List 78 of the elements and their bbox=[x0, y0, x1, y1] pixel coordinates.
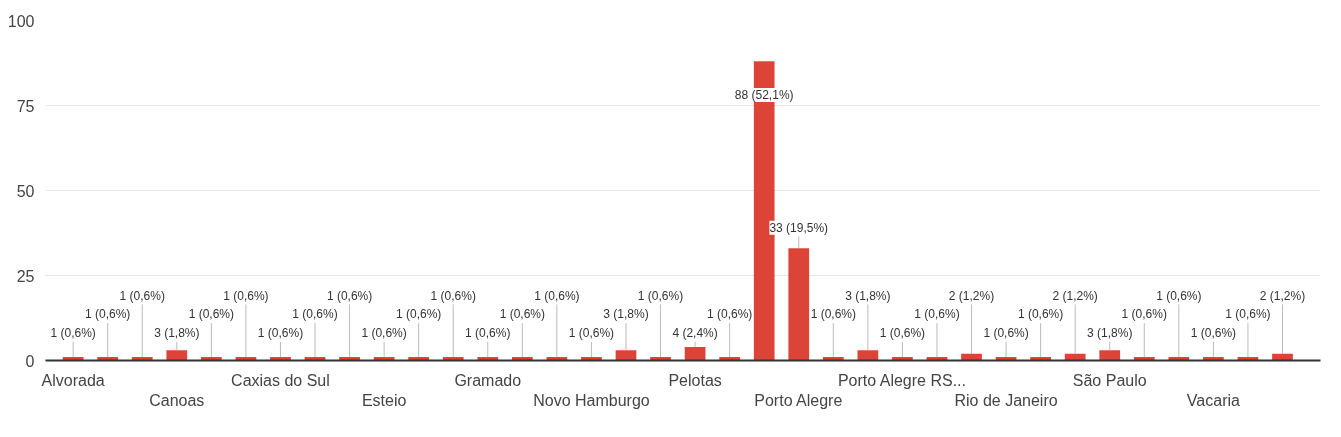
bar bbox=[511, 357, 533, 361]
data-label: 1 (0,6%) bbox=[361, 326, 407, 341]
bar bbox=[339, 357, 360, 361]
bar bbox=[684, 346, 706, 361]
data-label: 1 (0,6%) bbox=[257, 326, 304, 341]
x-tick-label: Alvorada bbox=[41, 371, 105, 389]
x-tick-label: Porto Alegre RS... bbox=[837, 371, 966, 389]
data-label: 1 (0,6%) bbox=[1121, 307, 1167, 322]
bar bbox=[1133, 357, 1155, 361]
y-tick-label: 50 bbox=[16, 182, 35, 200]
data-label: 3 (1,8%) bbox=[845, 288, 891, 303]
data-label: 1 (0,6%) bbox=[465, 326, 511, 341]
x-tick-label: Caxias do Sul bbox=[231, 371, 330, 389]
bar bbox=[1168, 357, 1190, 361]
data-label: 1 (0,6%) bbox=[810, 307, 856, 322]
bar bbox=[166, 350, 188, 361]
data-label: 1 (0,6%) bbox=[430, 288, 476, 303]
bar bbox=[857, 350, 879, 361]
data-label: 1 (0,6%) bbox=[983, 326, 1029, 341]
y-tick-label: 25 bbox=[16, 267, 35, 285]
data-label: 2 (1,2%) bbox=[1052, 288, 1098, 303]
data-label: 1 (0,6%) bbox=[1017, 307, 1064, 322]
bar bbox=[581, 357, 602, 361]
data-label: 1 (0,6%) bbox=[637, 288, 684, 303]
data-label: 1 (0,6%) bbox=[534, 288, 580, 303]
bar bbox=[97, 357, 119, 361]
bar bbox=[1203, 357, 1224, 361]
data-label: 1 (0,6%) bbox=[326, 288, 373, 303]
data-label: 1 (0,6%) bbox=[1190, 326, 1237, 341]
data-label: 1 (0,6%) bbox=[395, 307, 442, 322]
bar bbox=[892, 357, 913, 361]
data-label: 88 (52,1%) bbox=[734, 88, 794, 103]
data-label: 1 (0,6%) bbox=[879, 326, 926, 341]
data-label: 1 (0,6%) bbox=[50, 326, 96, 341]
x-tick-label: Novo Hamburgo bbox=[533, 391, 650, 409]
x-tick-label: Gramado bbox=[454, 371, 522, 389]
data-label: 1 (0,6%) bbox=[706, 307, 753, 322]
x-tick-label: Vacaria bbox=[1186, 391, 1241, 409]
data-label: 4 (2,4%) bbox=[672, 326, 718, 341]
bar bbox=[131, 357, 153, 361]
y-tick-label: 75 bbox=[16, 97, 35, 115]
data-label: 3 (1,8%) bbox=[154, 326, 200, 341]
data-label: 3 (1,8%) bbox=[1087, 326, 1133, 341]
bar bbox=[650, 357, 671, 361]
bar bbox=[1030, 357, 1051, 361]
data-label: 1 (0,6%) bbox=[223, 288, 269, 303]
data-label: 33 (19,5%) bbox=[769, 220, 829, 235]
x-tick-label: Rio de Janeiro bbox=[954, 391, 1058, 409]
x-tick-label: São Paulo bbox=[1072, 371, 1147, 389]
bar bbox=[442, 357, 464, 361]
data-label: 1 (0,6%) bbox=[1225, 307, 1271, 322]
data-label: 1 (0,6%) bbox=[914, 307, 960, 322]
bar bbox=[200, 357, 222, 361]
bar bbox=[719, 357, 741, 361]
bar bbox=[62, 357, 84, 361]
data-label: 1 (0,6%) bbox=[568, 326, 615, 341]
bar bbox=[270, 357, 291, 361]
y-tick-label: 100 bbox=[7, 12, 35, 30]
bar bbox=[822, 357, 844, 361]
x-tick-label: Canoas bbox=[149, 391, 205, 409]
data-label: 1 (0,6%) bbox=[499, 307, 546, 322]
bar bbox=[615, 350, 637, 361]
data-label: 2 (1,2%) bbox=[948, 288, 995, 303]
x-tick-label: Porto Alegre bbox=[754, 391, 843, 409]
data-label: 1 (0,6%) bbox=[119, 288, 165, 303]
x-tick-label: Pelotas bbox=[668, 371, 722, 389]
x-tick-label: Esteio bbox=[361, 391, 407, 409]
bar bbox=[408, 357, 430, 361]
bar bbox=[788, 248, 810, 361]
y-tick-label: 0 bbox=[25, 352, 35, 370]
data-label: 3 (1,8%) bbox=[603, 307, 649, 322]
data-label: 1 (0,6%) bbox=[1156, 288, 1202, 303]
bar bbox=[1099, 350, 1121, 361]
data-label: 1 (0,6%) bbox=[292, 307, 338, 322]
data-label: 1 (0,6%) bbox=[85, 307, 131, 322]
data-label: 2 (1,2%) bbox=[1259, 288, 1306, 303]
bar bbox=[477, 357, 499, 361]
data-label: 1 (0,6%) bbox=[188, 307, 235, 322]
